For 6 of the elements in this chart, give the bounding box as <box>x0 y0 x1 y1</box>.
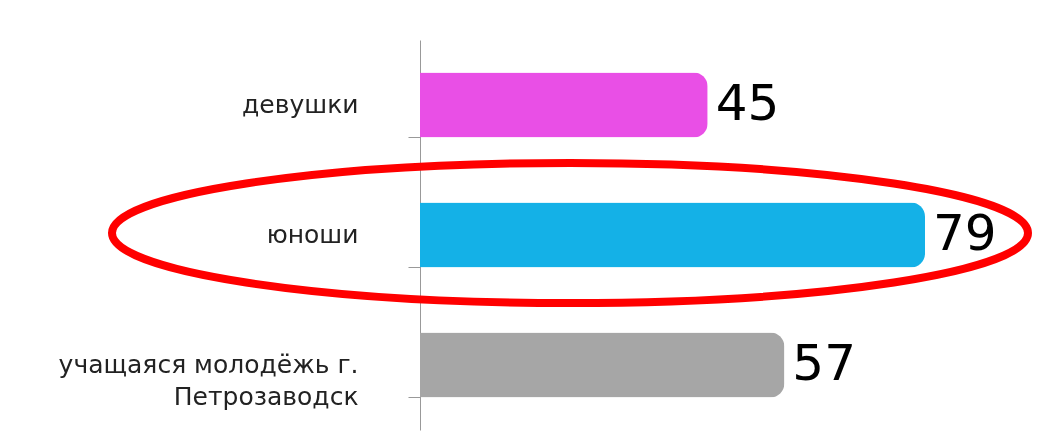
y-tick-label: девушки <box>242 90 359 119</box>
y-tick-label: учащаяся молодёжь г. Петрозаводск <box>58 350 359 411</box>
data-label: 45 <box>715 74 780 132</box>
data-label: 57 <box>792 334 856 392</box>
y-tick-label: юноши <box>266 220 359 249</box>
data-label: 79 <box>933 204 997 262</box>
